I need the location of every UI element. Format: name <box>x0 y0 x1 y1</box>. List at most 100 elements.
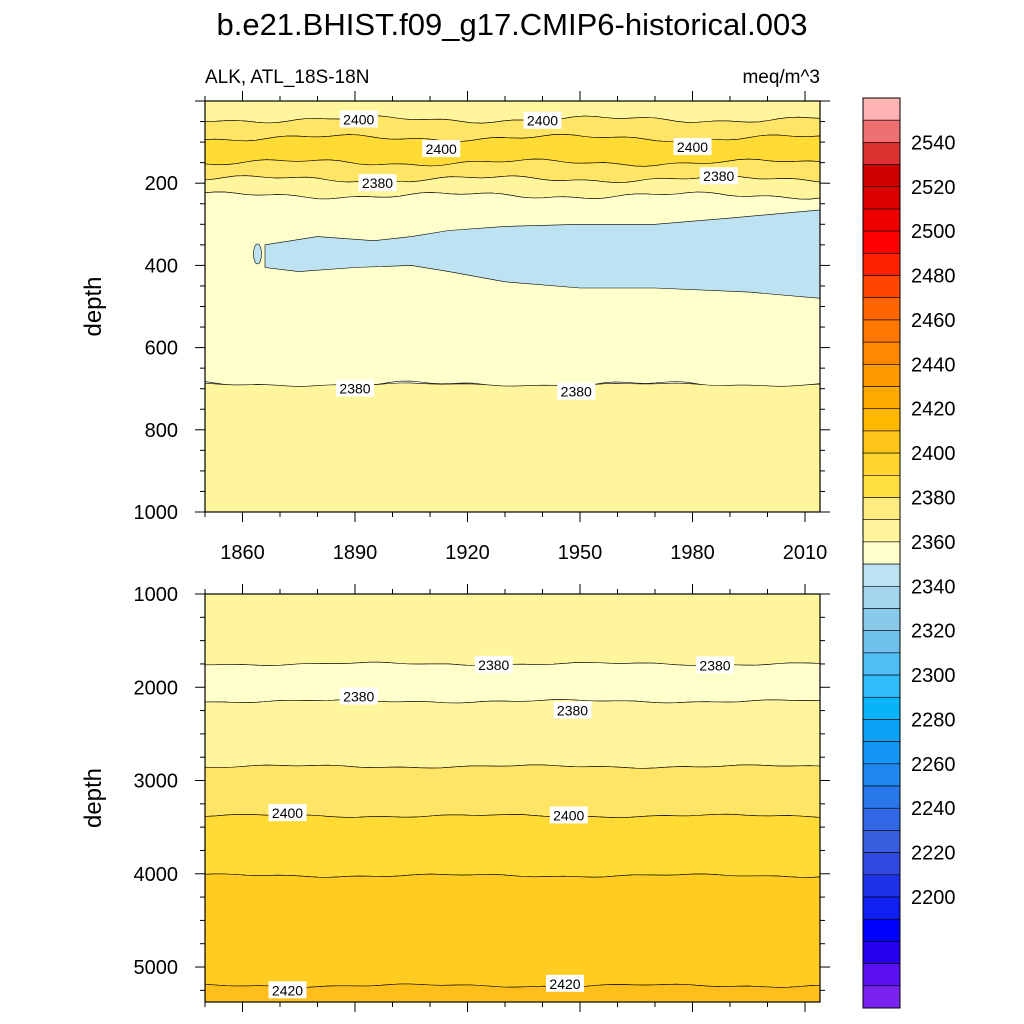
y-tick-label: 1000 <box>134 502 179 524</box>
colorbar-label: 2380 <box>911 488 956 510</box>
subtitle-units: meq/m^3 <box>742 67 820 88</box>
y-axis-label: depth <box>80 768 107 828</box>
svg-text:2400: 2400 <box>527 113 558 129</box>
svg-text:2380: 2380 <box>561 384 592 400</box>
colorbar-label: 2440 <box>911 354 956 376</box>
colorbar-box <box>862 985 901 1009</box>
colorbar-box <box>862 297 901 321</box>
contour-band <box>205 699 820 769</box>
contour-band <box>205 813 820 878</box>
contour-label: 2420 <box>546 974 584 992</box>
low-alkalinity-region <box>264 209 820 299</box>
colorbar-box <box>862 830 901 853</box>
svg-text:2400: 2400 <box>677 139 708 155</box>
contour-label: 2380 <box>474 655 513 673</box>
colorbar-box <box>862 918 901 942</box>
colorbar-label: 2220 <box>911 843 956 865</box>
svg-text:2380: 2380 <box>699 657 730 673</box>
colorbar-box <box>862 696 901 720</box>
contour-label: 2400 <box>422 140 461 158</box>
low-alkalinity-blob <box>253 243 262 265</box>
colorbar-box <box>862 874 901 898</box>
contour-label: 2380 <box>553 701 592 719</box>
colorbar-label: 2360 <box>911 532 956 554</box>
colorbar-label: 2480 <box>911 266 956 288</box>
colorbar-label: 2340 <box>911 576 956 598</box>
colorbar-box <box>862 408 901 432</box>
svg-text:2380: 2380 <box>339 381 370 397</box>
colorbar-box <box>862 896 901 920</box>
colorbar-box <box>862 452 901 476</box>
y-tick-label: 800 <box>145 420 178 442</box>
subtitle-variable: ALK, ATL_18S-18N <box>205 67 369 88</box>
colorbar-box <box>862 119 901 143</box>
colorbar-box <box>862 253 901 276</box>
svg-text:2400: 2400 <box>272 805 303 821</box>
colorbar-box <box>862 630 901 654</box>
colorbar-label: 2420 <box>911 399 956 421</box>
colorbar-box <box>862 319 901 343</box>
chart-title: b.e21.BHIST.f09_g17.CMIP6-historical.003 <box>216 7 807 42</box>
contour-label: 2380 <box>339 687 378 705</box>
colorbar-label: 2400 <box>911 443 956 465</box>
contour-label: 2380 <box>358 174 397 192</box>
colorbar-box <box>862 186 901 210</box>
contour-label: 2380 <box>557 382 596 400</box>
y-tick-label: 5000 <box>134 957 179 979</box>
contour-band <box>205 594 820 667</box>
svg-text:2400: 2400 <box>553 807 584 823</box>
colorbar-label: 2500 <box>911 221 956 243</box>
contour-label: 2380 <box>336 379 374 397</box>
contour-label: 2400 <box>673 138 712 156</box>
colorbar-box <box>862 341 901 365</box>
colorbar-box <box>862 430 901 454</box>
y-tick-label: 200 <box>145 173 178 195</box>
contour-label: 2380 <box>699 167 738 185</box>
colorbar: 2540 2520 2500 2480 2460 2440 2420 2400 2380 2360… <box>862 97 956 1009</box>
colorbar-box <box>862 230 901 254</box>
y-tick-label: 600 <box>145 338 178 360</box>
x-tick-label: 2010 <box>783 542 828 564</box>
colorbar-box <box>862 208 901 232</box>
colorbar-box <box>862 785 901 809</box>
colorbar-label: 2200 <box>911 887 956 909</box>
colorbar-box <box>862 164 901 188</box>
contour-label: 2400 <box>549 806 588 824</box>
colorbar-box <box>862 475 901 498</box>
x-tick-label: 1860 <box>220 542 265 564</box>
y-tick-label: 2000 <box>134 677 179 699</box>
contour-band <box>205 983 820 1002</box>
contour-label: 2400 <box>268 804 307 822</box>
upper-panel: 2400 2400 2400 2400 2380 2380 2380 2380 1860 1890… <box>80 91 830 564</box>
contour-band <box>205 382 820 512</box>
colorbar-box <box>862 763 901 787</box>
y-tick-label: 400 <box>145 255 178 277</box>
colorbar-box <box>862 386 901 410</box>
x-tick-label: 1950 <box>558 542 603 564</box>
colorbar-box <box>862 563 901 587</box>
colorbar-box <box>862 652 901 676</box>
svg-text:2380: 2380 <box>343 689 374 705</box>
colorbar-box <box>862 142 901 165</box>
contour-label: 2420 <box>268 981 307 999</box>
colorbar-box <box>862 807 901 831</box>
colorbar-box <box>862 497 901 521</box>
colorbar-box <box>862 941 901 964</box>
x-tick-label: 1920 <box>445 542 490 564</box>
colorbar-label: 2460 <box>911 310 956 332</box>
lower-panel: 2380 2380 2380 2380 2400 2400 2420 2420 1000 2000… <box>80 584 830 1012</box>
colorbar-label: 2260 <box>911 754 956 776</box>
colorbar-label: 2280 <box>911 709 956 731</box>
colorbar-box <box>862 963 901 987</box>
colorbar-box <box>862 674 901 698</box>
svg-text:2380: 2380 <box>362 175 393 191</box>
svg-text:2420: 2420 <box>272 982 303 998</box>
colorbar-box <box>862 608 901 631</box>
x-tick-label: 1890 <box>333 542 378 564</box>
svg-text:2380: 2380 <box>703 168 734 184</box>
colorbar-box <box>862 275 901 299</box>
colorbar-frame <box>862 97 901 1009</box>
contour-label: 2400 <box>523 111 562 129</box>
colorbar-label: 2320 <box>911 621 956 643</box>
x-tick-label: 1980 <box>670 542 715 564</box>
